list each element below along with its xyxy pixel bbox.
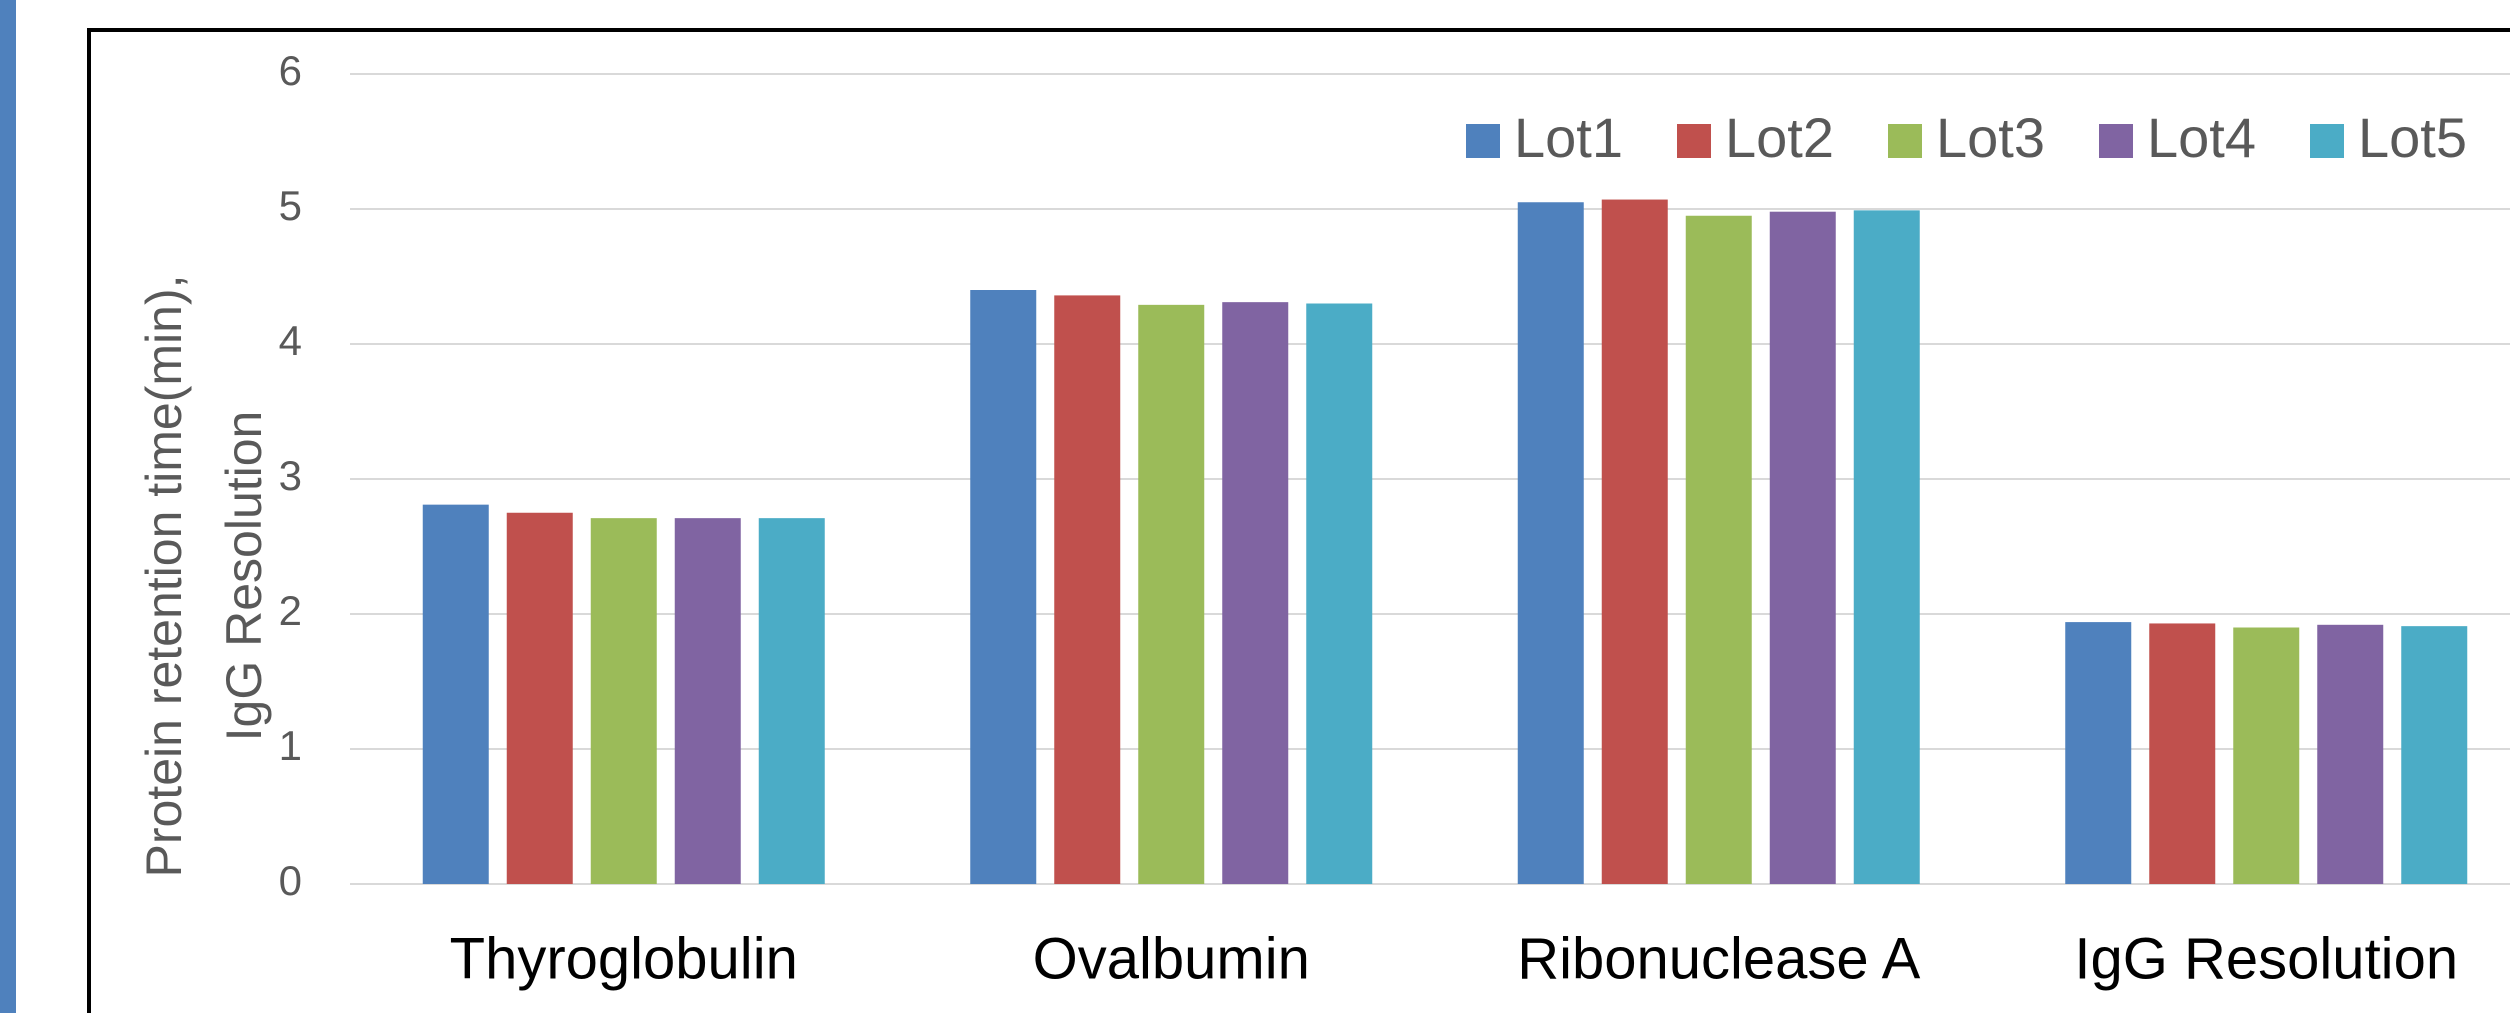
bar — [2065, 622, 2132, 884]
y-tick-label: 5 — [279, 182, 302, 229]
y-tick-label: 4 — [279, 317, 302, 364]
bar — [674, 518, 741, 884]
legend-label: Lot3 — [1936, 106, 2045, 169]
bar — [758, 518, 825, 884]
bar — [970, 290, 1037, 884]
bar — [1601, 199, 1668, 885]
x-tick-label: Thyroglobulin — [450, 926, 798, 991]
legend-label: Lot1 — [1514, 106, 1623, 169]
bar — [2149, 623, 2216, 884]
y-tick-label: 3 — [279, 452, 302, 499]
y-tick-label: 1 — [279, 722, 302, 769]
legend-label: Lot5 — [2358, 106, 2467, 169]
chart-border — [87, 28, 2510, 1013]
x-tick-label: IgG Resolution — [2074, 926, 2458, 991]
bar — [1769, 211, 1836, 884]
bar — [1138, 304, 1205, 885]
legend-label: Lot2 — [1725, 106, 1834, 169]
bar — [1685, 215, 1752, 884]
bar — [2401, 626, 2468, 884]
y-tick-label: 6 — [279, 47, 302, 94]
bar — [1306, 303, 1373, 884]
legend-swatch — [1466, 124, 1500, 158]
x-tick-label: Ovalbumin — [1033, 926, 1310, 991]
bar — [422, 504, 489, 884]
y-tick-label: 0 — [279, 857, 302, 904]
y-tick-label: 2 — [279, 587, 302, 634]
bar — [1054, 295, 1121, 884]
bar — [1222, 302, 1289, 884]
legend-swatch — [1677, 124, 1711, 158]
bar — [2233, 627, 2300, 884]
y-axis-label: IgG Resolution — [216, 411, 272, 742]
bar — [1517, 202, 1584, 884]
bar — [1853, 210, 1920, 885]
side-bar — [0, 0, 16, 1013]
legend-swatch — [1888, 124, 1922, 158]
bar — [506, 512, 573, 884]
bar — [590, 518, 657, 884]
bar — [2317, 624, 2384, 884]
x-tick-label: Ribonuclease A — [1517, 926, 1920, 991]
legend-label: Lot4 — [2147, 106, 2256, 169]
legend-swatch — [2310, 124, 2344, 158]
legend-swatch — [2099, 124, 2133, 158]
y-axis-label: Protein retention time(min), — [136, 274, 192, 877]
